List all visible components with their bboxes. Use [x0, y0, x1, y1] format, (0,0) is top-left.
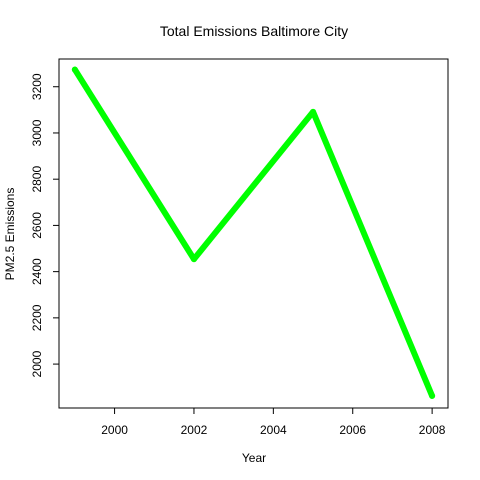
- y-tick-label: 2000: [30, 350, 44, 377]
- y-tick-label: 3200: [30, 73, 44, 100]
- series-line: [71, 66, 436, 399]
- x-axis-title: Year: [242, 451, 266, 465]
- x-tick-label: 2004: [260, 423, 287, 437]
- chart-title: Total Emissions Baltimore City: [160, 23, 348, 39]
- x-tick-label: 2006: [339, 423, 366, 437]
- y-tick-label: 3000: [30, 119, 44, 146]
- plot-frame: [58, 58, 449, 409]
- x-tick-label: 2000: [101, 423, 128, 437]
- x-tick-label: 2008: [419, 423, 446, 437]
- y-axis: 2000 2200 2400 2600 2800 3000 3200: [30, 73, 59, 377]
- y-tick-label: 2600: [30, 212, 44, 239]
- data-point: [310, 108, 317, 115]
- series-layer: [71, 66, 436, 399]
- data-point: [71, 66, 78, 73]
- y-tick-label: 2200: [30, 304, 44, 331]
- x-tick-label: 2002: [181, 423, 208, 437]
- data-point: [429, 392, 436, 399]
- data-point: [190, 256, 197, 263]
- y-axis-title: PM2.5 Emissions: [3, 188, 17, 281]
- y-tick-label: 2800: [30, 166, 44, 193]
- y-tick-label: 2400: [30, 258, 44, 285]
- x-axis: 2000 2002 2004 2006 2008: [101, 408, 446, 437]
